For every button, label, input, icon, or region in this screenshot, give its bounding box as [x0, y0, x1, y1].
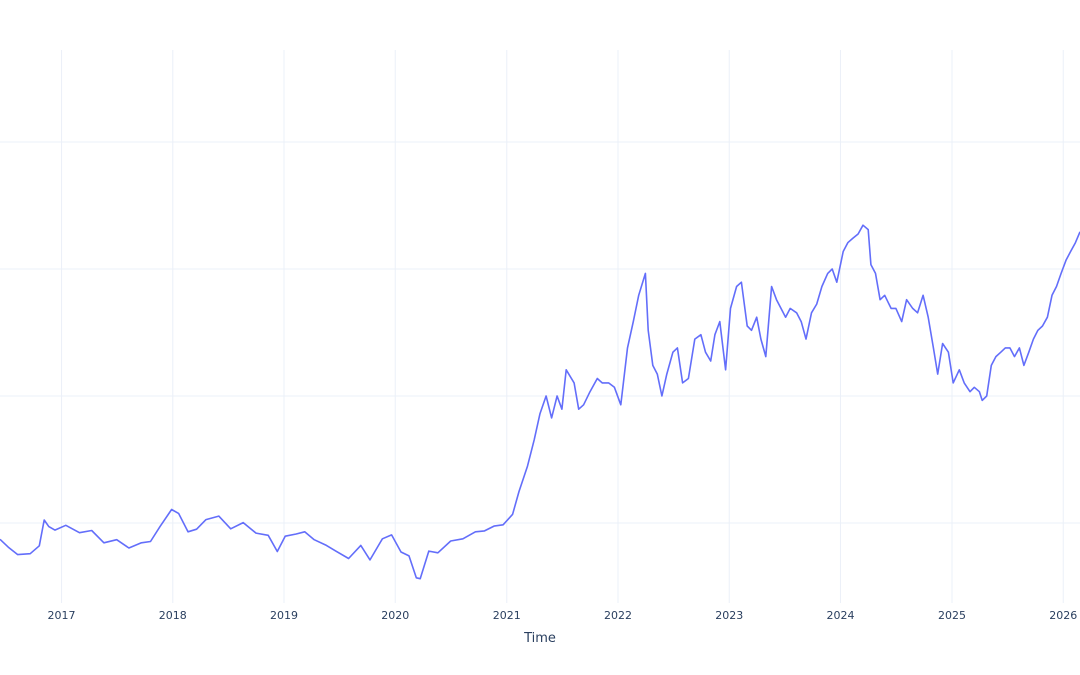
- x-tick-label: 2022: [604, 609, 632, 622]
- x-gridlines: [61, 50, 1064, 603]
- x-tick-labels: 2017 2018 2019 2020 2021 2022 2023 2024 2025 2026: [48, 609, 1078, 622]
- x-tick-label: 2025: [938, 609, 966, 622]
- x-tick-label: 2018: [159, 609, 187, 622]
- x-tick-label: 2021: [493, 609, 521, 622]
- y-gridlines: [0, 141, 1080, 524]
- series-line: [0, 224, 1080, 580]
- series-layer: [0, 224, 1080, 580]
- x-tick-label: 2023: [715, 609, 743, 622]
- x-tick-label: 2026: [1049, 609, 1077, 622]
- x-tick-label: 2017: [48, 609, 76, 622]
- x-tick-label: 2024: [826, 609, 854, 622]
- x-axis-title: Time: [523, 631, 556, 646]
- x-tick-label: 2020: [381, 609, 409, 622]
- x-tick-label: 2019: [270, 609, 298, 622]
